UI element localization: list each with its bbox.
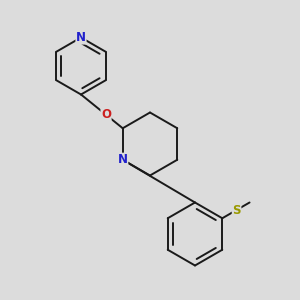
Text: N: N <box>76 31 86 44</box>
Text: O: O <box>101 108 111 121</box>
Text: S: S <box>232 203 241 217</box>
Text: N: N <box>118 153 128 166</box>
